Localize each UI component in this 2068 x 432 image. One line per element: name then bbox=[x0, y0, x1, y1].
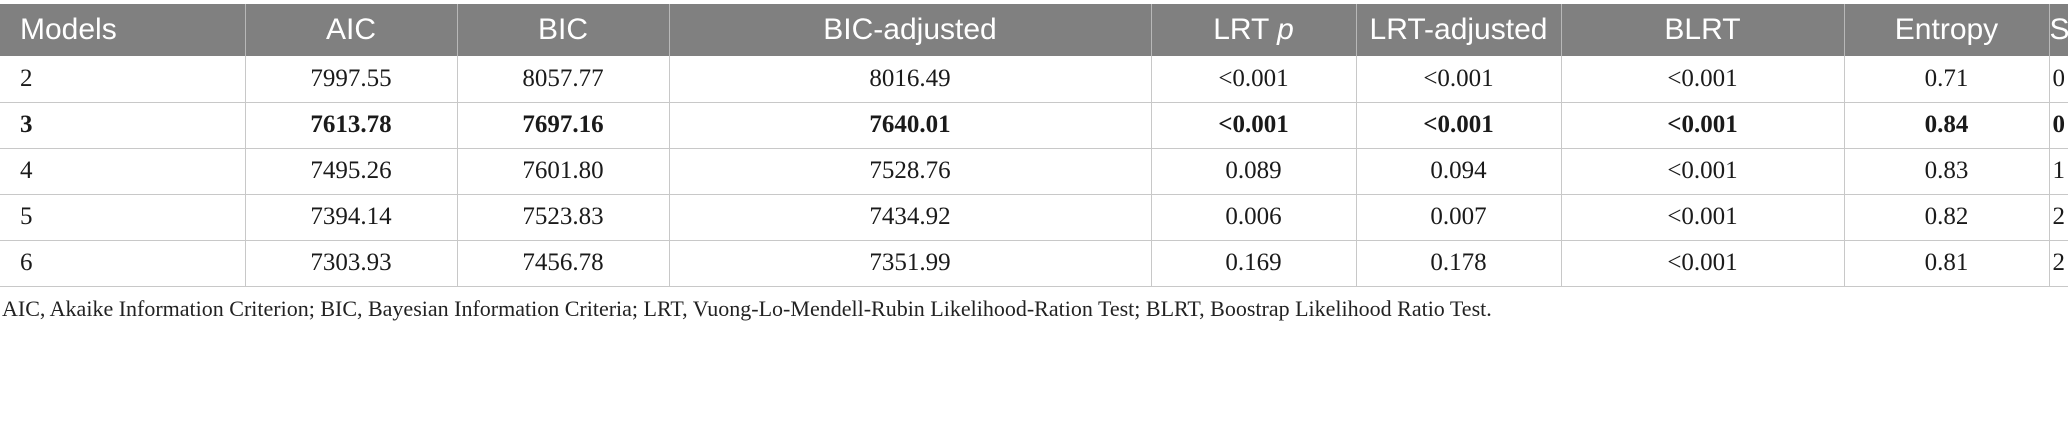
cell-bic: 7697.16 bbox=[457, 102, 670, 148]
cell-lrt-p: 0.006 bbox=[1151, 194, 1357, 240]
cell-blrt: <0.001 bbox=[1561, 56, 1845, 102]
cell-lrt-p: <0.001 bbox=[1151, 102, 1357, 148]
cell-size: 2 bbox=[2052, 249, 2066, 276]
header-entropy: Entropy bbox=[1844, 4, 2050, 56]
cell-aic: 7303.93 bbox=[245, 240, 458, 286]
header-models-label: Models bbox=[20, 13, 117, 46]
cell-blrt: <0.001 bbox=[1561, 194, 1845, 240]
cell-size: 0 bbox=[2052, 111, 2066, 138]
cell-bic: 8057.77 bbox=[457, 56, 670, 102]
header-blrt: BLRT bbox=[1561, 4, 1845, 56]
cell-size: 2 bbox=[2052, 203, 2066, 230]
header-bic-adjusted: BIC-adjusted bbox=[669, 4, 1152, 56]
cell-entropy: 0.81 bbox=[1844, 240, 2050, 286]
cell-aic: 7495.26 bbox=[245, 148, 458, 194]
cell-lrt-p: 0.169 bbox=[1151, 240, 1357, 286]
cell-blrt: <0.001 bbox=[1561, 148, 1845, 194]
header-lrt-p-label: LRT bbox=[1213, 13, 1269, 46]
cell-lrt-p: 0.089 bbox=[1151, 148, 1357, 194]
cell-lrt-adjusted: 0.178 bbox=[1356, 240, 1562, 286]
cell-bic-adjusted: 7528.76 bbox=[669, 148, 1152, 194]
cell-bic: 7523.83 bbox=[457, 194, 670, 240]
cell-entropy: 0.84 bbox=[1844, 102, 2050, 148]
table-footnote: AIC, Akaike Information Criterion; BIC, … bbox=[2, 296, 1492, 321]
cell-bic-adjusted: 7434.92 bbox=[669, 194, 1152, 240]
model-fit-table: Models AIC BIC BIC-adjusted LRT p LRT-adjuste… bbox=[0, 4, 2068, 287]
cell-model: 4 bbox=[0, 148, 246, 194]
table-row: 3 7613.78 7697.16 7640.01 <0.001 <0.001 <0.001… bbox=[0, 102, 2068, 148]
cell-lrt-adjusted: 0.094 bbox=[1356, 148, 1562, 194]
table-row: 4 7495.26 7601.80 7528.76 0.089 0.094 <0.001 0.… bbox=[0, 148, 2068, 194]
cell-model: 2 bbox=[0, 56, 246, 102]
header-bic-label: BIC bbox=[537, 13, 588, 46]
cell-bic-adjusted: 7351.99 bbox=[669, 240, 1152, 286]
cell-model: 6 bbox=[0, 240, 246, 286]
header-blrt-label: BLRT bbox=[1664, 13, 1741, 46]
header-size-label: Size bbox=[2049, 13, 2068, 46]
header-lrt-adjusted-label: LRT-adjusted bbox=[1369, 13, 1548, 46]
cell-aic: 7997.55 bbox=[245, 56, 458, 102]
cell-bic: 7601.80 bbox=[457, 148, 670, 194]
header-models: Models bbox=[0, 4, 246, 56]
table-body: 2 7997.55 8057.77 8016.49 <0.001 <0.001 <0.001… bbox=[0, 56, 2068, 286]
cell-lrt-p: <0.001 bbox=[1151, 56, 1357, 102]
table-row: 2 7997.55 8057.77 8016.49 <0.001 <0.001 <0.001… bbox=[0, 56, 2068, 102]
cell-entropy: 0.83 bbox=[1844, 148, 2050, 194]
cell-bic-adjusted: 8016.49 bbox=[669, 56, 1152, 102]
cell-aic: 7394.14 bbox=[245, 194, 458, 240]
table-header-row: Models AIC BIC BIC-adjusted LRT p LRT-adjuste… bbox=[0, 4, 2068, 56]
cell-bic: 7456.78 bbox=[457, 240, 670, 286]
cell-lrt-adjusted: <0.001 bbox=[1356, 102, 1562, 148]
cell-model: 3 bbox=[0, 102, 246, 148]
header-aic-label: AIC bbox=[325, 13, 376, 46]
cell-model: 5 bbox=[0, 194, 246, 240]
model-fit-table-container: Models AIC BIC BIC-adjusted LRT p LRT-adjuste… bbox=[0, 4, 2068, 287]
header-bic: BIC bbox=[457, 4, 670, 56]
cell-blrt: <0.001 bbox=[1561, 240, 1845, 286]
header-aic: AIC bbox=[245, 4, 458, 56]
cell-lrt-adjusted: <0.001 bbox=[1356, 56, 1562, 102]
cell-size: 1 bbox=[2052, 157, 2066, 184]
table-row: 5 7394.14 7523.83 7434.92 0.006 0.007 <0.001 0.… bbox=[0, 194, 2068, 240]
header-lrt-p: LRT p bbox=[1151, 4, 1357, 56]
cell-aic: 7613.78 bbox=[245, 102, 458, 148]
table-row: 6 7303.93 7456.78 7351.99 0.169 0.178 <0.001 0.… bbox=[0, 240, 2068, 286]
header-entropy-label: Entropy bbox=[1894, 13, 1999, 46]
cell-entropy: 0.71 bbox=[1844, 56, 2050, 102]
header-lrt-adjusted: LRT-adjusted bbox=[1356, 4, 1562, 56]
header-size: Size bbox=[2049, 4, 2068, 56]
cell-bic-adjusted: 7640.01 bbox=[669, 102, 1152, 148]
cell-blrt: <0.001 bbox=[1561, 102, 1845, 148]
cell-entropy: 0.82 bbox=[1844, 194, 2050, 240]
header-bic-adjusted-label: BIC-adjusted bbox=[823, 13, 997, 46]
header-lrt-p-italic: p bbox=[1277, 13, 1294, 46]
cell-lrt-adjusted: 0.007 bbox=[1356, 194, 1562, 240]
cell-size: 0 bbox=[2052, 64, 2066, 92]
